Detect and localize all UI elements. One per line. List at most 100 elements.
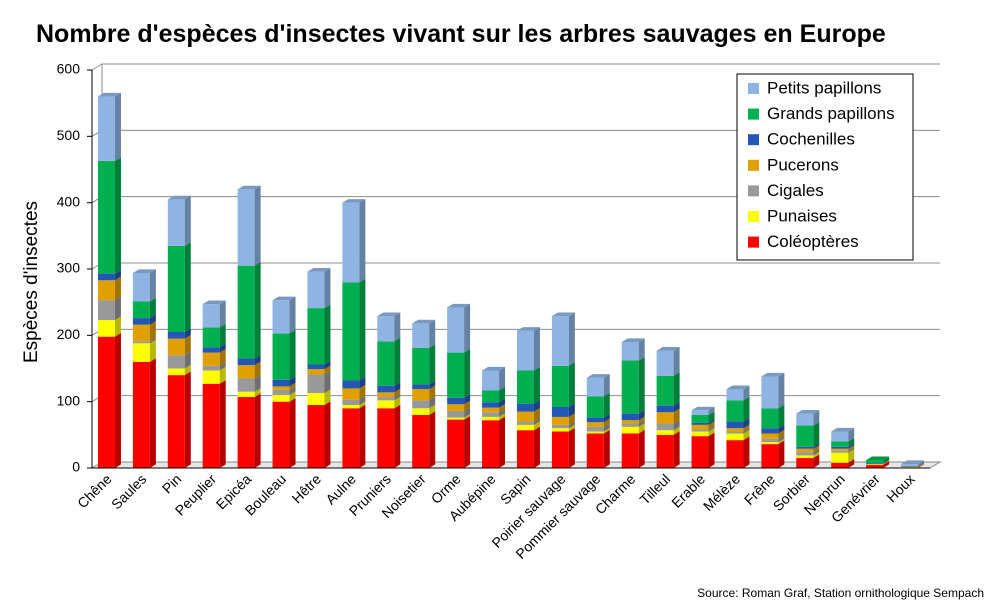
- bar-segment-side: [778, 372, 785, 409]
- bar-segment-side: [743, 424, 750, 432]
- bar-segment-side: [638, 338, 645, 361]
- bar-segment-side: [918, 462, 925, 467]
- bar-segment: [551, 424, 569, 429]
- bar-segment-side: [219, 343, 226, 353]
- bar-top-face: [621, 338, 645, 342]
- bar-segment: [97, 273, 115, 281]
- bar-segment: [761, 408, 779, 429]
- bar-stack-17: [656, 346, 680, 468]
- legend-label: Coléoptères: [767, 232, 859, 251]
- bar-segment: [412, 414, 430, 468]
- bar-segment-side: [429, 385, 436, 401]
- bar-segment-side: [813, 448, 820, 456]
- bar-segment: [202, 370, 220, 384]
- bar-stack-7: [307, 268, 331, 468]
- bar-segment: [237, 265, 255, 359]
- bar-segment-side: [743, 429, 750, 441]
- bar-segment: [866, 464, 884, 465]
- bar-segment-side: [464, 303, 471, 353]
- bar-top-face: [237, 185, 261, 190]
- bar-segment-side: [254, 393, 261, 468]
- bar-segment: [202, 383, 220, 468]
- y-tick-label: 0: [72, 459, 80, 475]
- bar-segment: [656, 350, 674, 376]
- bar-segment: [167, 245, 185, 333]
- bar-segment: [691, 422, 709, 425]
- bar-segment-side: [883, 460, 890, 465]
- bar-segment-side: [394, 388, 401, 398]
- bar-segment-side: [289, 329, 296, 380]
- bar-segment-side: [499, 398, 506, 408]
- bar-segment: [307, 364, 325, 370]
- bar-segment: [237, 189, 255, 266]
- bar-segment-side: [324, 360, 331, 370]
- bar-segment: [377, 397, 395, 401]
- bar-segment: [272, 386, 290, 390]
- y-axis-label: Espèces d'insectes: [21, 201, 42, 363]
- bar-segment-side: [848, 427, 855, 442]
- legend-box: [736, 73, 914, 261]
- bar-segment: [447, 404, 465, 411]
- bar-segment: [796, 413, 814, 426]
- bar-segment: [901, 464, 919, 467]
- bar-segment: [412, 323, 430, 348]
- bar-segment-side: [848, 445, 855, 451]
- bar-segment: [551, 428, 569, 432]
- bar-segment: [866, 464, 884, 468]
- bar-segment: [726, 400, 744, 422]
- bar-segment: [516, 421, 534, 425]
- bar-segment: [202, 304, 220, 328]
- bar-segment: [342, 380, 360, 389]
- bar-top-face: [202, 300, 226, 305]
- bar-segment-side: [603, 413, 610, 423]
- bar-segment-side: [359, 384, 366, 400]
- bar-segment: [516, 411, 534, 422]
- legend-label: Cochenilles: [767, 130, 855, 149]
- legend-swatch: [748, 134, 759, 146]
- bar-segment: [272, 379, 290, 387]
- bar-segment-side: [918, 463, 925, 468]
- bar-segment: [691, 431, 709, 437]
- bar-segment: [691, 436, 709, 468]
- bar-segment-side: [499, 386, 506, 403]
- bar-segment: [796, 448, 814, 453]
- bar-segment-side: [394, 404, 401, 468]
- bar-segment-side: [464, 400, 471, 411]
- bar-stack-22: [831, 427, 855, 468]
- bar-segment: [621, 433, 639, 468]
- bar-segment: [656, 405, 674, 413]
- bar-segment: [586, 396, 604, 418]
- bar-segment: [761, 428, 779, 434]
- bar-segment-side: [499, 413, 506, 421]
- bar-segment-side: [464, 407, 471, 418]
- bar-segment-side: [464, 394, 471, 405]
- x-tick-label: Mélèze: [700, 471, 743, 514]
- bar-segment: [167, 199, 185, 246]
- bar-top-face: [831, 427, 855, 432]
- bar-segment: [551, 316, 569, 366]
- bar-segment: [551, 406, 569, 417]
- bar-segment: [866, 460, 884, 464]
- bar-segment: [412, 389, 430, 401]
- bar-segment: [342, 202, 360, 283]
- bar-segment-side: [743, 417, 750, 429]
- bar-segment: [237, 378, 255, 392]
- x-tick-label: Pin: [159, 471, 185, 497]
- bar-segment: [761, 438, 779, 443]
- bar-segment: [796, 458, 814, 468]
- bar-segment-side: [708, 432, 715, 468]
- bar-stack-10: [412, 319, 436, 468]
- bar-stack-2: [132, 269, 156, 468]
- bar-top-face: [272, 296, 296, 301]
- bar-segment: [342, 408, 360, 468]
- bar-segment-side: [918, 460, 925, 467]
- bar-segment: [586, 431, 604, 434]
- bar-segment: [307, 369, 325, 375]
- bar-segment-side: [184, 335, 191, 356]
- bar-segment: [656, 434, 674, 468]
- bar-segment: [412, 347, 430, 385]
- x-tick-label: Hêtre: [289, 471, 325, 507]
- gridline-depth: [91, 63, 103, 71]
- bar-segment-side: [149, 314, 156, 325]
- bar-top-face: [691, 406, 715, 411]
